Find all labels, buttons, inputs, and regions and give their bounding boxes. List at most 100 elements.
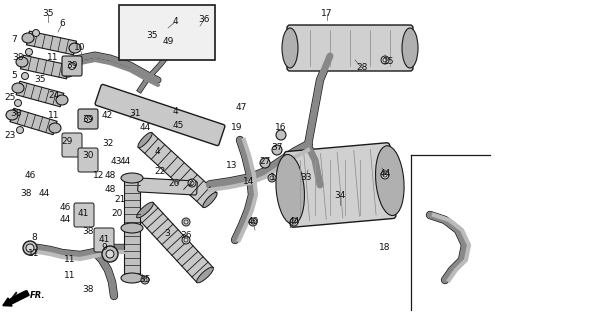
Text: 49: 49 xyxy=(162,37,174,46)
Ellipse shape xyxy=(121,223,143,233)
Ellipse shape xyxy=(203,192,217,208)
Text: 11: 11 xyxy=(48,110,60,119)
Ellipse shape xyxy=(15,100,22,107)
Ellipse shape xyxy=(182,218,190,226)
Text: 43: 43 xyxy=(110,157,122,166)
Text: 37: 37 xyxy=(271,143,283,153)
Text: 34: 34 xyxy=(334,191,346,201)
Ellipse shape xyxy=(33,29,39,36)
Ellipse shape xyxy=(125,24,131,42)
Text: 38: 38 xyxy=(83,228,94,236)
Text: 5: 5 xyxy=(11,70,17,79)
Text: 31: 31 xyxy=(129,108,140,117)
FancyBboxPatch shape xyxy=(95,84,225,146)
Ellipse shape xyxy=(276,155,304,224)
Text: 44: 44 xyxy=(139,124,151,132)
Text: 1: 1 xyxy=(270,173,276,182)
Text: 13: 13 xyxy=(226,161,238,170)
Text: 47: 47 xyxy=(235,103,246,113)
Text: 16: 16 xyxy=(275,124,287,132)
FancyBboxPatch shape xyxy=(287,25,413,71)
Bar xyxy=(128,24,205,42)
FancyBboxPatch shape xyxy=(74,203,94,227)
Ellipse shape xyxy=(138,132,152,148)
Text: 38: 38 xyxy=(83,285,94,294)
Ellipse shape xyxy=(184,220,188,224)
Ellipse shape xyxy=(22,33,34,43)
Text: 41: 41 xyxy=(99,235,110,244)
Ellipse shape xyxy=(188,179,196,187)
Ellipse shape xyxy=(381,56,389,64)
Ellipse shape xyxy=(23,241,37,255)
Ellipse shape xyxy=(49,123,61,133)
Text: 2: 2 xyxy=(187,179,193,188)
Text: 35: 35 xyxy=(43,10,54,19)
Ellipse shape xyxy=(202,24,208,42)
Bar xyxy=(16,81,64,107)
Text: 46: 46 xyxy=(59,203,71,212)
FancyBboxPatch shape xyxy=(94,228,114,252)
Bar xyxy=(119,5,215,60)
Text: 42: 42 xyxy=(102,110,113,119)
FancyBboxPatch shape xyxy=(62,133,82,157)
Ellipse shape xyxy=(383,58,387,62)
Text: 44: 44 xyxy=(59,215,71,225)
Ellipse shape xyxy=(25,49,33,55)
FancyBboxPatch shape xyxy=(62,56,82,76)
Ellipse shape xyxy=(69,43,81,53)
Ellipse shape xyxy=(141,276,149,284)
Ellipse shape xyxy=(62,67,74,77)
Ellipse shape xyxy=(197,267,213,283)
Text: 38: 38 xyxy=(10,109,22,118)
Ellipse shape xyxy=(121,273,143,283)
Ellipse shape xyxy=(26,244,34,252)
Text: FR.: FR. xyxy=(30,291,46,300)
Ellipse shape xyxy=(143,278,147,282)
Text: 10: 10 xyxy=(75,44,86,52)
Ellipse shape xyxy=(276,130,286,140)
Text: 22: 22 xyxy=(155,167,166,177)
Ellipse shape xyxy=(56,95,68,105)
Text: 8: 8 xyxy=(31,233,37,242)
Ellipse shape xyxy=(84,116,92,123)
Bar xyxy=(10,108,57,135)
Ellipse shape xyxy=(137,202,153,218)
FancyBboxPatch shape xyxy=(78,148,98,172)
Text: 6: 6 xyxy=(59,20,65,28)
Text: 38: 38 xyxy=(20,188,32,197)
Text: 23: 23 xyxy=(4,131,15,140)
Text: 38: 38 xyxy=(12,52,24,61)
Ellipse shape xyxy=(68,62,76,69)
Ellipse shape xyxy=(249,218,257,226)
Ellipse shape xyxy=(290,218,298,226)
Text: 45: 45 xyxy=(172,122,184,131)
Text: 19: 19 xyxy=(231,124,243,132)
Text: 29: 29 xyxy=(62,138,73,147)
Text: 26: 26 xyxy=(168,179,180,188)
Text: 7: 7 xyxy=(11,36,17,44)
Ellipse shape xyxy=(121,173,143,183)
Text: 35: 35 xyxy=(139,276,151,284)
Ellipse shape xyxy=(102,246,118,262)
Text: 30: 30 xyxy=(83,151,94,161)
Bar xyxy=(138,133,217,207)
Bar xyxy=(124,178,140,280)
Ellipse shape xyxy=(182,236,190,244)
Bar xyxy=(20,55,70,79)
Text: 15: 15 xyxy=(383,58,395,67)
Ellipse shape xyxy=(402,28,418,68)
Text: 18: 18 xyxy=(379,244,391,252)
Text: 20: 20 xyxy=(111,210,123,219)
Ellipse shape xyxy=(268,174,276,182)
Text: 35: 35 xyxy=(34,75,46,84)
FancyBboxPatch shape xyxy=(138,178,197,195)
Ellipse shape xyxy=(376,146,404,216)
Ellipse shape xyxy=(12,83,24,93)
Ellipse shape xyxy=(6,110,18,120)
FancyBboxPatch shape xyxy=(78,109,98,129)
Text: 44: 44 xyxy=(120,157,131,166)
Ellipse shape xyxy=(282,28,298,68)
Text: 17: 17 xyxy=(322,10,333,19)
Text: 4: 4 xyxy=(172,107,178,116)
Text: 48: 48 xyxy=(104,172,116,180)
